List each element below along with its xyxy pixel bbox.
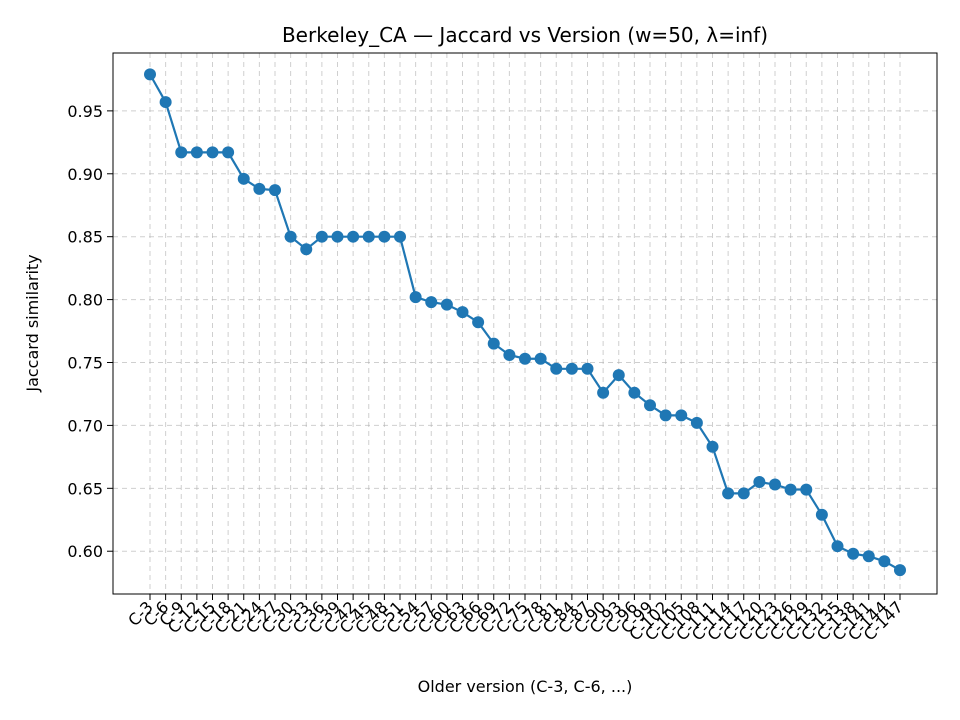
data-point	[503, 348, 516, 361]
data-point	[315, 230, 328, 243]
data-point	[862, 550, 875, 563]
data-point	[347, 230, 360, 243]
data-point	[675, 409, 688, 422]
data-point	[378, 230, 391, 243]
data-point	[628, 386, 641, 399]
data-point	[362, 230, 375, 243]
data-point	[597, 386, 610, 399]
data-point	[440, 298, 453, 311]
data-point	[190, 146, 203, 159]
data-point	[394, 230, 406, 243]
data-point	[253, 182, 266, 195]
data-point	[581, 362, 594, 375]
data-point	[409, 291, 422, 304]
y-tick-label: 0.90	[67, 165, 103, 184]
data-point	[784, 483, 797, 496]
y-tick-label: 0.65	[67, 479, 103, 498]
y-tick-label: 0.80	[67, 291, 103, 310]
data-point	[159, 96, 172, 109]
data-point	[456, 306, 469, 319]
data-point	[175, 146, 188, 159]
data-point	[800, 483, 813, 496]
x-axis-label: Older version (C-3, C-6, ...)	[418, 677, 633, 696]
data-point	[644, 399, 656, 412]
data-point	[269, 184, 281, 197]
data-point	[331, 230, 344, 243]
y-tick-label: 0.85	[67, 228, 103, 247]
data-point	[284, 230, 297, 243]
data-point	[753, 476, 766, 489]
data-point	[487, 337, 500, 350]
data-point	[831, 540, 844, 553]
data-point	[144, 68, 156, 81]
data-point	[659, 409, 672, 422]
data-point	[206, 146, 219, 159]
data-point	[878, 555, 891, 568]
data-point	[737, 487, 750, 500]
chart-title: Berkeley_CA — Jaccard vs Version (w=50, …	[282, 23, 768, 47]
data-point	[519, 352, 531, 365]
data-point	[425, 296, 438, 309]
data-point	[706, 440, 719, 453]
y-axis-ticks: 0.60 0.65 0.70 0.75 0.80 0.85 0.90 0.95	[67, 102, 113, 561]
data-point	[300, 243, 313, 256]
data-point	[815, 508, 828, 521]
y-tick-label: 0.95	[67, 102, 103, 121]
data-point	[472, 316, 485, 329]
data-point	[894, 564, 906, 577]
y-axis-label: Jaccard similarity	[23, 254, 42, 392]
data-point	[534, 352, 547, 365]
data-point	[222, 146, 235, 159]
data-point	[565, 362, 578, 375]
data-point	[769, 478, 781, 491]
data-point	[847, 547, 860, 560]
data-point	[612, 369, 625, 382]
data-point	[550, 362, 563, 375]
y-tick-label: 0.75	[67, 354, 103, 373]
data-point	[690, 416, 703, 429]
series-layer	[144, 68, 906, 577]
data-point	[237, 172, 250, 185]
y-tick-label: 0.70	[67, 416, 103, 435]
grid-layer	[113, 53, 937, 594]
y-tick-label: 0.60	[67, 542, 103, 561]
data-point	[722, 487, 735, 500]
